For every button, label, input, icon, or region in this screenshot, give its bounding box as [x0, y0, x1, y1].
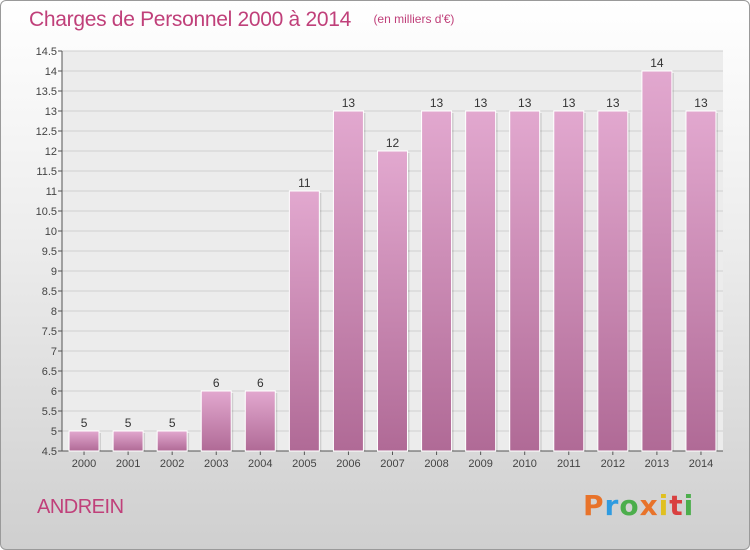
title-block: Charges de Personnel 2000 à 2014 (en mil… [29, 8, 454, 32]
x-tick-label: 2000 [72, 458, 96, 470]
y-tick-label: 14 [45, 66, 57, 78]
logo-letter: o [619, 489, 640, 522]
bar [553, 110, 585, 452]
x-tick-label: 2006 [336, 458, 360, 470]
bar [377, 150, 408, 452]
commune-name: ANDREIN [37, 496, 124, 518]
bar-value-label: 13 [606, 96, 620, 110]
bar [421, 110, 453, 452]
y-tick-label: 7.5 [42, 326, 57, 338]
bar-value-label: 11 [298, 176, 311, 190]
logo-letter: i [658, 489, 670, 522]
bar-value-label: 6 [257, 376, 264, 390]
axes: 4.5 5 5.5 6 6.5 7 7.5 8 8.5 9 9.5 10 10.5 11 11.5 12 12.… [36, 46, 723, 470]
x-tick-label: 2008 [424, 458, 448, 470]
bar-value-label: 6 [213, 376, 220, 390]
logo-letter: x [639, 489, 659, 522]
y-tick-label: 12 [45, 146, 57, 158]
x-tick-label: 2009 [468, 458, 492, 470]
y-tick-label: 13.5 [36, 86, 57, 98]
y-tick-label: 10 [45, 226, 57, 238]
bar-value-label: 13 [562, 96, 576, 110]
bar [597, 110, 629, 452]
bar [200, 390, 232, 452]
y-tick-label: 10.5 [36, 206, 57, 218]
y-tick-label: 7 [51, 346, 57, 358]
bar [68, 430, 100, 452]
bar-value-label: 5 [81, 416, 88, 430]
chart-title: Charges de Personnel 2000 à 2014 [29, 8, 351, 31]
y-tick-label: 9 [51, 266, 57, 278]
bar-value-label: 13 [342, 96, 356, 110]
x-tick-label: 2004 [248, 458, 272, 470]
logo-letter: r [604, 489, 620, 522]
y-tick-label: 14.5 [36, 46, 57, 58]
bar [112, 430, 144, 452]
x-tick-label: 2014 [689, 458, 713, 470]
bars [68, 70, 718, 452]
y-tick-label: 8 [51, 306, 57, 318]
bar [156, 430, 188, 452]
x-tick-label: 2012 [601, 458, 625, 470]
y-tick-label: 6.5 [42, 366, 57, 378]
bar-value-label: 13 [518, 96, 532, 110]
bar [332, 110, 364, 452]
y-tick-label: 4.5 [42, 446, 57, 458]
bar [465, 110, 497, 452]
logo-letter: t [669, 489, 684, 522]
chart-unit: (en milliers d'€) [373, 12, 455, 26]
x-tick-label: 2002 [160, 458, 184, 470]
y-tick-label: 9.5 [42, 246, 57, 258]
bar [244, 390, 276, 452]
bar-value-label: 14 [650, 56, 664, 70]
x-tick-label: 2010 [512, 458, 536, 470]
x-tick-label: 2007 [380, 458, 404, 470]
bar-value-label: 13 [694, 96, 708, 110]
logo-letter: i [683, 489, 695, 522]
y-tick-label: 5 [51, 426, 57, 438]
x-tick-label: 2003 [204, 458, 228, 470]
x-tick-label: 2013 [645, 458, 669, 470]
bar-value-label: 13 [474, 96, 488, 110]
logo-letter: P [583, 489, 605, 522]
y-tick-label: 11 [46, 186, 57, 198]
x-tick-label: 2001 [116, 458, 140, 470]
bar [288, 190, 320, 452]
x-tick-label: 2011 [557, 458, 581, 470]
y-tick-label: 6 [51, 386, 57, 398]
proxiti-logo: Proxiti [583, 489, 694, 522]
labels: 5 5 5 6 6 11 13 12 13 13 13 13 13 14 13 [81, 56, 708, 430]
y-tick-label: 5.5 [42, 406, 57, 418]
bar-value-label: 12 [386, 136, 400, 150]
bar-value-label: 5 [169, 416, 176, 430]
y-tick-label: 12.5 [36, 126, 57, 138]
bar-value-label: 5 [125, 416, 132, 430]
bar [641, 70, 673, 452]
x-tick-label: 2005 [292, 458, 316, 470]
bar-value-label: 13 [430, 96, 444, 110]
bar [685, 110, 717, 452]
y-tick-label: 13 [45, 106, 57, 118]
y-tick-label: 8.5 [42, 286, 57, 298]
bar [509, 110, 541, 452]
y-tick-label: 11.5 [36, 166, 57, 178]
